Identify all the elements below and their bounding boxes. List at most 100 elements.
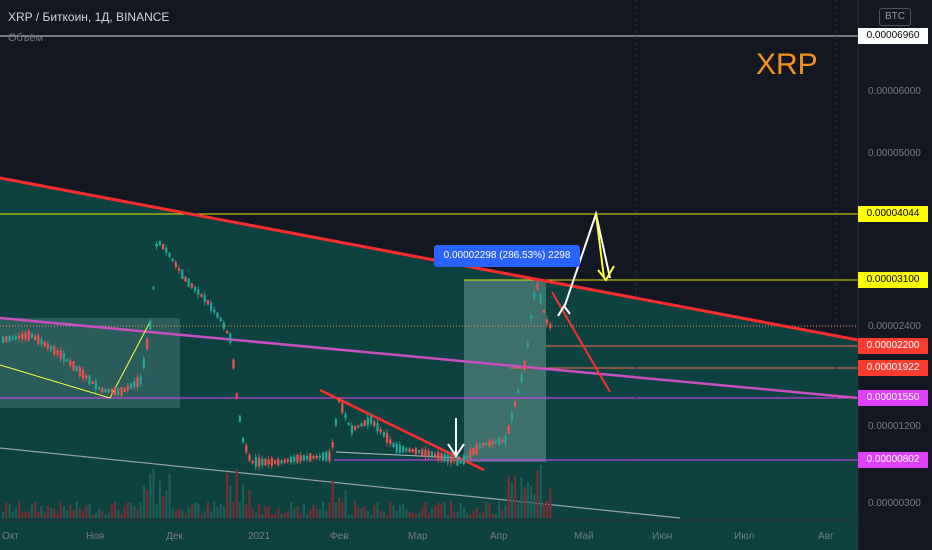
candle <box>238 415 241 422</box>
candle <box>386 433 389 443</box>
candle <box>222 322 225 329</box>
candle <box>114 387 117 396</box>
price-tag-2200: 0.00002200 <box>858 338 928 354</box>
projection-yellow-arrow <box>595 213 615 282</box>
volume-bar <box>59 501 62 518</box>
candle <box>472 447 475 455</box>
volume-bar <box>21 512 24 518</box>
candle <box>104 388 107 392</box>
volume-bar <box>370 514 373 518</box>
volume-bar <box>536 470 539 518</box>
volume-bar <box>34 502 37 518</box>
volume-bar <box>363 507 366 518</box>
volume-bar <box>446 514 449 518</box>
volume-bar <box>309 509 312 518</box>
candle <box>56 350 59 355</box>
volume-bar <box>197 503 200 518</box>
volume-series <box>2 464 552 518</box>
volume-bar <box>258 503 261 518</box>
volume-bar <box>392 505 395 518</box>
volume-bar <box>437 502 440 518</box>
volume-bar <box>280 513 283 518</box>
candle <box>395 443 398 453</box>
volume-bar <box>165 490 168 518</box>
candle <box>520 374 523 383</box>
candle <box>210 302 213 311</box>
time-axis-label: Окт <box>2 531 19 542</box>
volume-bar <box>168 473 171 518</box>
volume-bar <box>226 472 229 518</box>
candle <box>491 441 494 445</box>
volume-bar <box>142 485 145 518</box>
candle <box>5 336 8 343</box>
candle <box>434 453 437 457</box>
volume-bar <box>178 508 181 518</box>
volume-bar <box>472 510 475 518</box>
volume-bar <box>261 514 264 518</box>
volume-bar <box>146 490 149 518</box>
candle <box>408 448 411 452</box>
candle <box>152 286 155 290</box>
volume-bar <box>389 501 392 518</box>
candle <box>306 455 309 460</box>
candle <box>469 449 472 459</box>
price-tag-3100: 0.00003100 <box>858 272 928 288</box>
midline-trendline <box>0 316 859 400</box>
candle <box>274 460 277 464</box>
candle <box>158 240 161 246</box>
time-axis-label: Май <box>574 531 594 542</box>
candle <box>347 422 350 426</box>
candle <box>376 423 379 432</box>
candle <box>200 294 203 297</box>
volume-bar <box>357 507 360 518</box>
candle <box>360 423 363 427</box>
volume-bar <box>315 508 318 518</box>
candle <box>286 459 289 463</box>
candle <box>280 460 283 464</box>
candle <box>91 381 94 384</box>
candle <box>245 445 248 453</box>
accumulation-box-2 <box>464 280 546 462</box>
volume-indicator-label[interactable]: Объём <box>8 32 44 44</box>
candle <box>338 397 341 403</box>
candle <box>283 459 286 463</box>
volume-bar <box>286 510 289 518</box>
candle <box>171 258 174 262</box>
candle <box>354 426 357 430</box>
volume-bar <box>200 513 203 518</box>
candle <box>392 443 395 447</box>
candle <box>107 389 110 393</box>
volume-bar <box>402 503 405 518</box>
volume-bar <box>251 508 254 518</box>
volume-bar <box>158 480 161 518</box>
volume-bar <box>331 480 334 518</box>
volume-bar <box>453 511 456 518</box>
candle <box>146 339 149 349</box>
volume-bar <box>5 502 8 518</box>
volume-bar <box>542 502 545 518</box>
time-axis-label: Ноя <box>86 531 105 542</box>
volume-bar <box>114 501 117 518</box>
volume-bar <box>277 507 280 518</box>
candle <box>178 268 181 271</box>
candle <box>165 248 168 253</box>
chart-title[interactable]: XRP / Биткоин, 1Д, BINANCE <box>8 10 170 24</box>
candle <box>424 449 427 457</box>
volume-bar <box>373 504 376 518</box>
candle <box>206 300 209 305</box>
volume-bar <box>283 513 286 518</box>
volume-bar <box>338 498 341 518</box>
candle <box>123 387 126 393</box>
candle <box>296 454 299 463</box>
volume-bar <box>405 508 408 518</box>
volume-bar <box>43 513 46 518</box>
candle <box>75 365 78 372</box>
volume-bar <box>274 514 277 518</box>
currency-button[interactable]: BTC <box>879 8 911 26</box>
volume-bar <box>443 502 446 518</box>
candle <box>456 456 459 466</box>
volume-bar <box>469 514 472 518</box>
candle <box>213 309 216 313</box>
